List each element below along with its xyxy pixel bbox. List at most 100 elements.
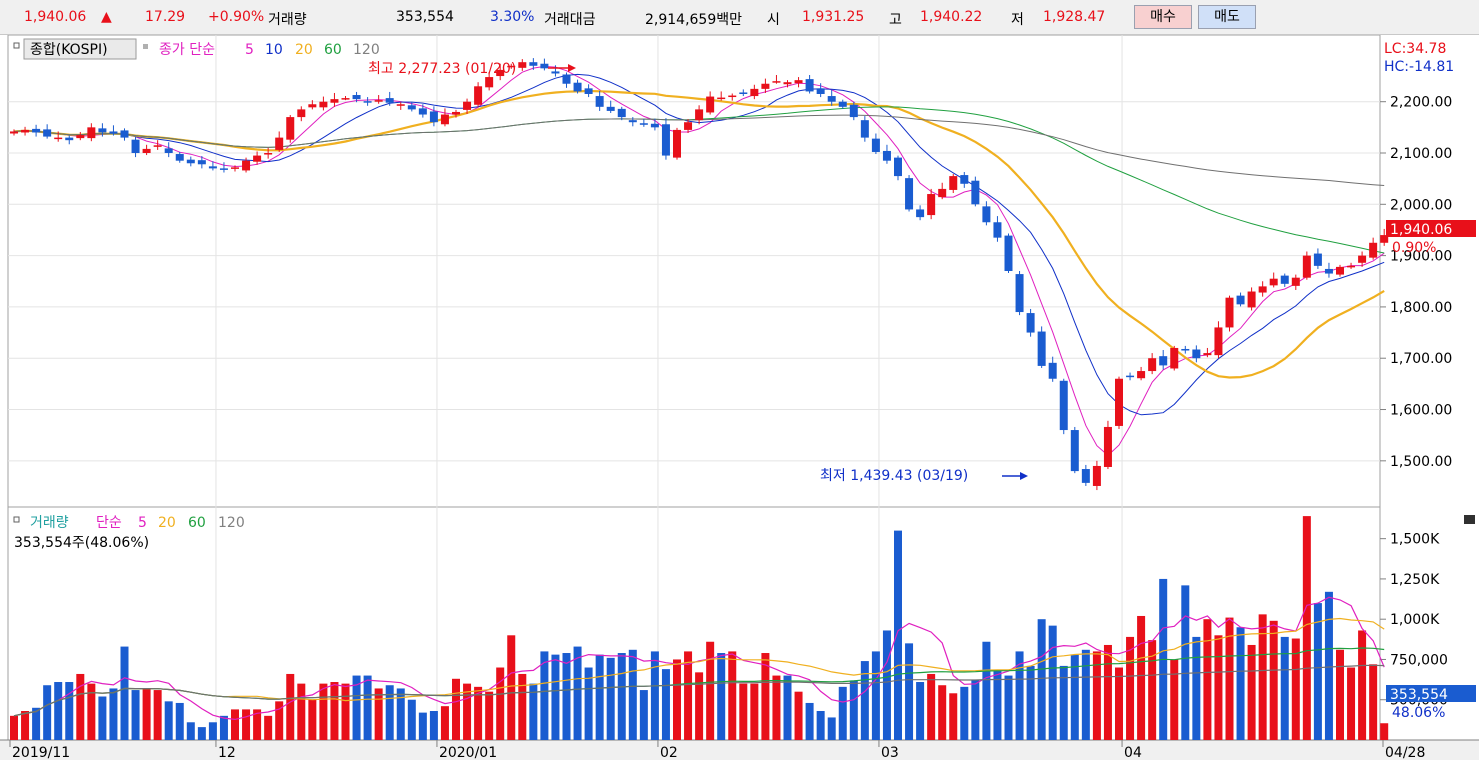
volume-bar — [1380, 723, 1389, 740]
price-tick-label: 2,200.00 — [1390, 95, 1452, 111]
candle — [1269, 272, 1278, 288]
volume-bar — [871, 651, 880, 740]
volume-bar — [429, 711, 438, 740]
candle — [971, 176, 980, 207]
ma60-label: 60 — [324, 42, 342, 58]
candle — [253, 151, 262, 165]
volume-bar — [1214, 635, 1223, 740]
volume-bar — [1015, 651, 1024, 740]
candle — [1070, 426, 1079, 474]
volume-tick-label: 1,250K — [1390, 572, 1440, 588]
index-name-box[interactable] — [23, 38, 137, 60]
volume-bars — [10, 516, 1389, 740]
volume-bar — [1026, 665, 1035, 740]
x-tick-label: 12 — [218, 745, 236, 760]
candle — [352, 91, 361, 103]
candle — [794, 77, 803, 88]
ma20-label: 20 — [295, 42, 313, 58]
candle — [1115, 376, 1123, 430]
volume-bar — [43, 685, 52, 740]
candle — [120, 128, 129, 141]
volume-bar — [341, 683, 350, 740]
candle — [1336, 264, 1344, 277]
panel-close-icon[interactable] — [1464, 515, 1475, 524]
candle — [297, 106, 306, 122]
last-volume-tag-text: 353,554 — [1390, 687, 1448, 703]
candle — [1015, 271, 1024, 316]
candle — [219, 162, 228, 173]
volume-bar — [518, 673, 527, 740]
low-value: 1,928.47 — [1043, 9, 1106, 25]
candle — [1324, 262, 1333, 278]
low-arrow-icon — [1002, 472, 1028, 480]
volume-bar — [661, 669, 670, 740]
volume-bar — [452, 678, 460, 740]
ma-settings-icon[interactable] — [143, 44, 148, 49]
candle — [938, 182, 947, 200]
volume-bar — [551, 654, 560, 740]
volume-bar — [396, 688, 405, 740]
candle — [1347, 262, 1356, 269]
sell-button[interactable]: 매도 — [1198, 5, 1256, 29]
volume-bar — [750, 683, 759, 740]
candle — [396, 102, 405, 110]
volume-menu-icon[interactable] — [13, 516, 20, 523]
volume-bar — [562, 653, 571, 740]
volume-bar — [617, 653, 626, 740]
last-price-tag-text: 1,940.06 — [1390, 222, 1452, 238]
volume-bar — [827, 717, 836, 740]
volume-bar — [673, 659, 681, 740]
x-axis: 2019/11 12 2020/01 02 03 04 04/28 — [9, 740, 1425, 760]
candle — [275, 131, 284, 152]
candle — [617, 106, 626, 121]
lc-label: LC:34.78 — [1384, 41, 1446, 57]
candle — [661, 118, 670, 160]
candle — [1313, 248, 1322, 269]
candle — [429, 106, 438, 127]
candle — [882, 144, 891, 164]
candle — [761, 78, 770, 93]
candle — [540, 58, 549, 71]
volume-bar — [1170, 659, 1179, 740]
candle — [562, 72, 571, 88]
candle — [1369, 237, 1378, 260]
candle — [452, 109, 460, 118]
current-price: 1,940.06 — [24, 9, 87, 25]
panel-menu-icon[interactable] — [13, 42, 20, 49]
ma5-label: 5 — [245, 42, 254, 58]
open-value: 1,931.25 — [802, 9, 865, 25]
volume-bar — [1126, 636, 1135, 740]
volume-bar — [131, 690, 140, 740]
buy-button[interactable]: 매수 — [1134, 5, 1192, 29]
price-tick-label: 1,700.00 — [1390, 351, 1452, 367]
vol-ma20-label: 20 — [158, 515, 176, 531]
high-label: 고 — [889, 12, 902, 28]
candle — [1214, 321, 1223, 359]
volume-bar — [606, 657, 615, 740]
candle — [772, 75, 781, 84]
volume-bar — [1269, 620, 1278, 740]
ma-label: 종가 단순 — [159, 42, 215, 58]
candle — [1358, 251, 1367, 267]
candle — [208, 161, 217, 171]
candle — [927, 188, 936, 220]
volume-bar — [927, 673, 936, 740]
volume-bar — [186, 722, 195, 740]
candle — [308, 100, 317, 110]
price-change-pct: +0.90% — [208, 9, 265, 25]
volume-bar — [418, 712, 427, 740]
volume-bar — [628, 649, 637, 740]
volume-bar — [960, 686, 969, 740]
volume-bar — [374, 688, 383, 740]
last-pct-tag: 0.90% — [1392, 240, 1436, 256]
volume-bar — [1324, 591, 1333, 740]
x-axis-bar — [0, 740, 1479, 760]
volume-bar — [1103, 644, 1112, 740]
candle — [264, 147, 273, 159]
index-name: 종합(KOSPI) — [30, 42, 108, 58]
candle — [1280, 273, 1289, 287]
volume-bar — [175, 702, 184, 740]
volume-bar — [1225, 617, 1234, 740]
candle — [1236, 292, 1245, 307]
volume-bar — [330, 682, 339, 740]
